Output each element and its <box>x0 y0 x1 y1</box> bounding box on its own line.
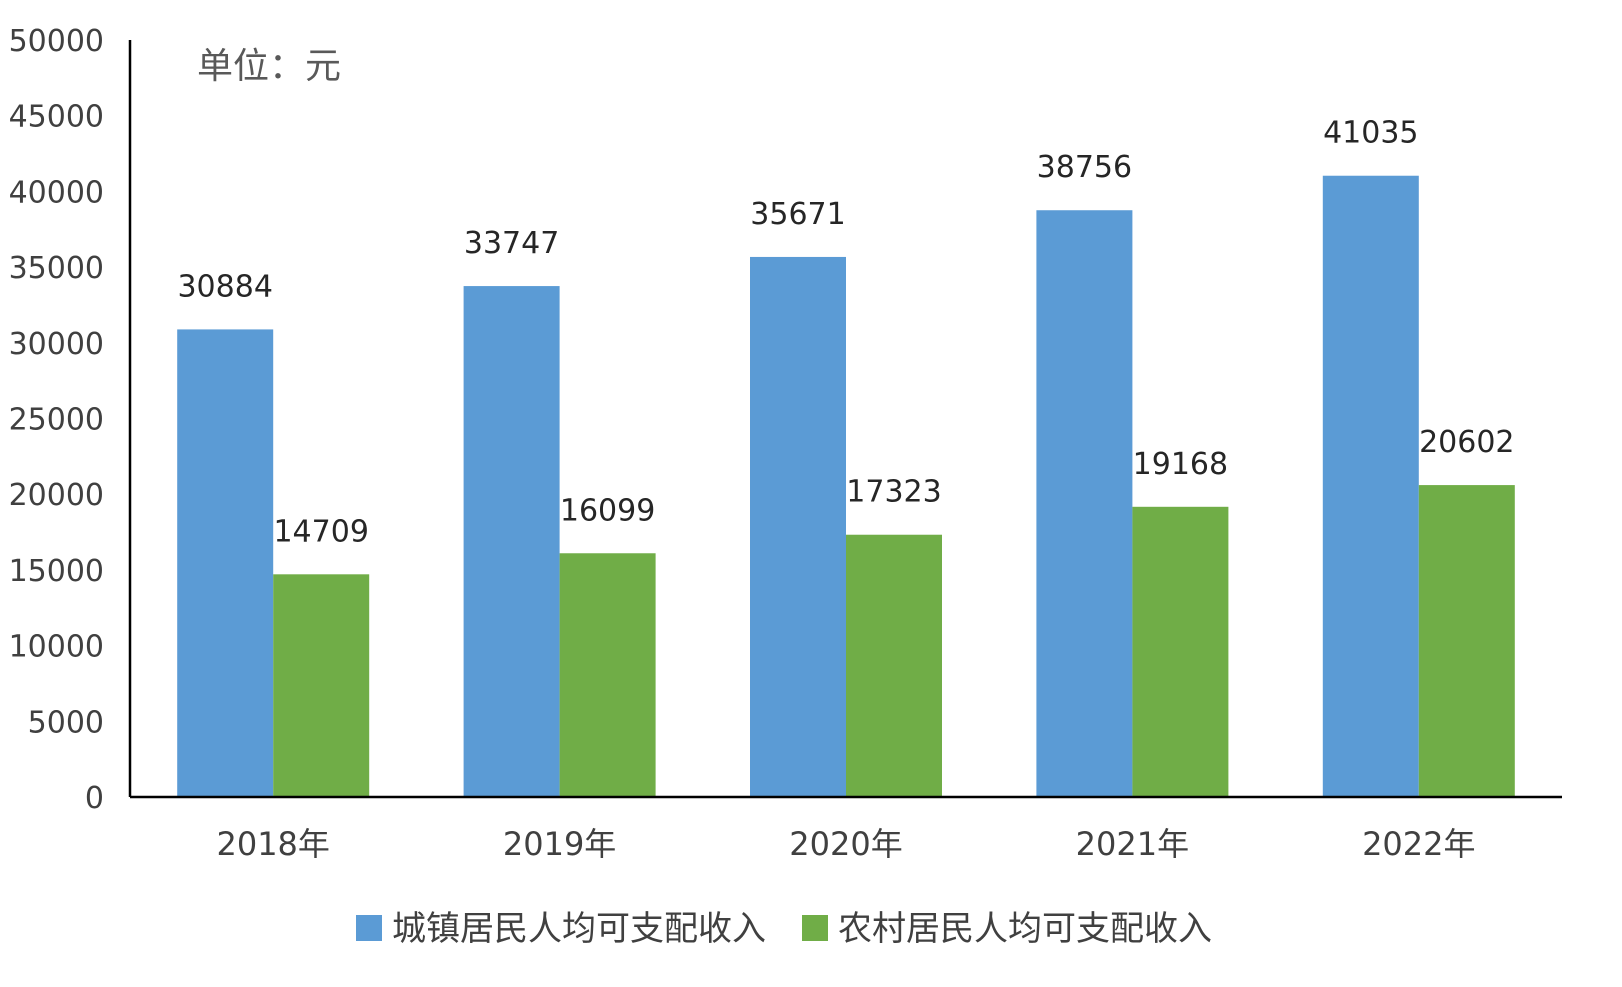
y-tick-label: 40000 <box>9 175 104 210</box>
y-tick-label: 10000 <box>9 630 104 665</box>
bar <box>1418 485 1515 797</box>
bars <box>177 175 1515 798</box>
y-tick-label: 5000 <box>28 705 104 740</box>
data-label: 20602 <box>1419 425 1514 460</box>
x-tick-label: 2022年 <box>1362 825 1475 863</box>
data-label: 41035 <box>1323 116 1418 151</box>
y-tick-label: 15000 <box>9 554 104 589</box>
y-axis-ticks: 0 5000 10000 15000 20000 25000 30000 35000 40000… <box>9 24 104 816</box>
data-label: 17323 <box>846 475 941 510</box>
x-tick-label: 2021年 <box>1076 825 1189 863</box>
data-label: 33747 <box>464 226 559 261</box>
y-tick-label: 50000 <box>9 24 104 59</box>
unit-label: 单位：元 <box>197 46 341 87</box>
y-tick-label: 30000 <box>9 327 104 362</box>
bar <box>1322 175 1419 797</box>
bar <box>463 286 560 797</box>
x-tick-label: 2020年 <box>789 825 902 863</box>
data-label: 30884 <box>177 269 272 304</box>
legend: 城镇居民人均可支配收入 农村居民人均可支配收入 <box>356 909 1212 949</box>
legend-label: 城镇居民人均可支配收入 <box>392 909 766 949</box>
data-label: 14709 <box>273 514 368 549</box>
x-tick-label: 2019年 <box>503 825 616 863</box>
bar <box>559 553 656 797</box>
legend-swatch <box>356 915 382 941</box>
bar <box>177 329 274 797</box>
data-label: 19168 <box>1133 447 1228 482</box>
bar <box>750 256 846 798</box>
data-label: 16099 <box>560 493 655 528</box>
y-tick-label: 35000 <box>9 251 104 286</box>
legend-swatch <box>802 915 828 941</box>
y-tick-label: 20000 <box>9 478 104 513</box>
y-tick-label: 0 <box>85 781 104 816</box>
data-label: 38756 <box>1037 150 1132 185</box>
bar <box>846 534 942 797</box>
data-label: 35671 <box>750 197 845 232</box>
bar <box>273 574 370 797</box>
y-tick-label: 25000 <box>9 403 104 438</box>
data-labels: 30884 14709 33747 16099 35671 17323 38756 19168… <box>177 116 1514 550</box>
x-tick-label: 2018年 <box>216 825 329 863</box>
bar <box>1132 506 1229 797</box>
legend-label: 农村居民人均可支配收入 <box>838 909 1212 949</box>
x-axis-ticks: 2018年 2019年 2020年 2021年 2022年 <box>216 825 1475 863</box>
y-tick-label: 45000 <box>9 100 104 135</box>
bar <box>1036 210 1133 798</box>
